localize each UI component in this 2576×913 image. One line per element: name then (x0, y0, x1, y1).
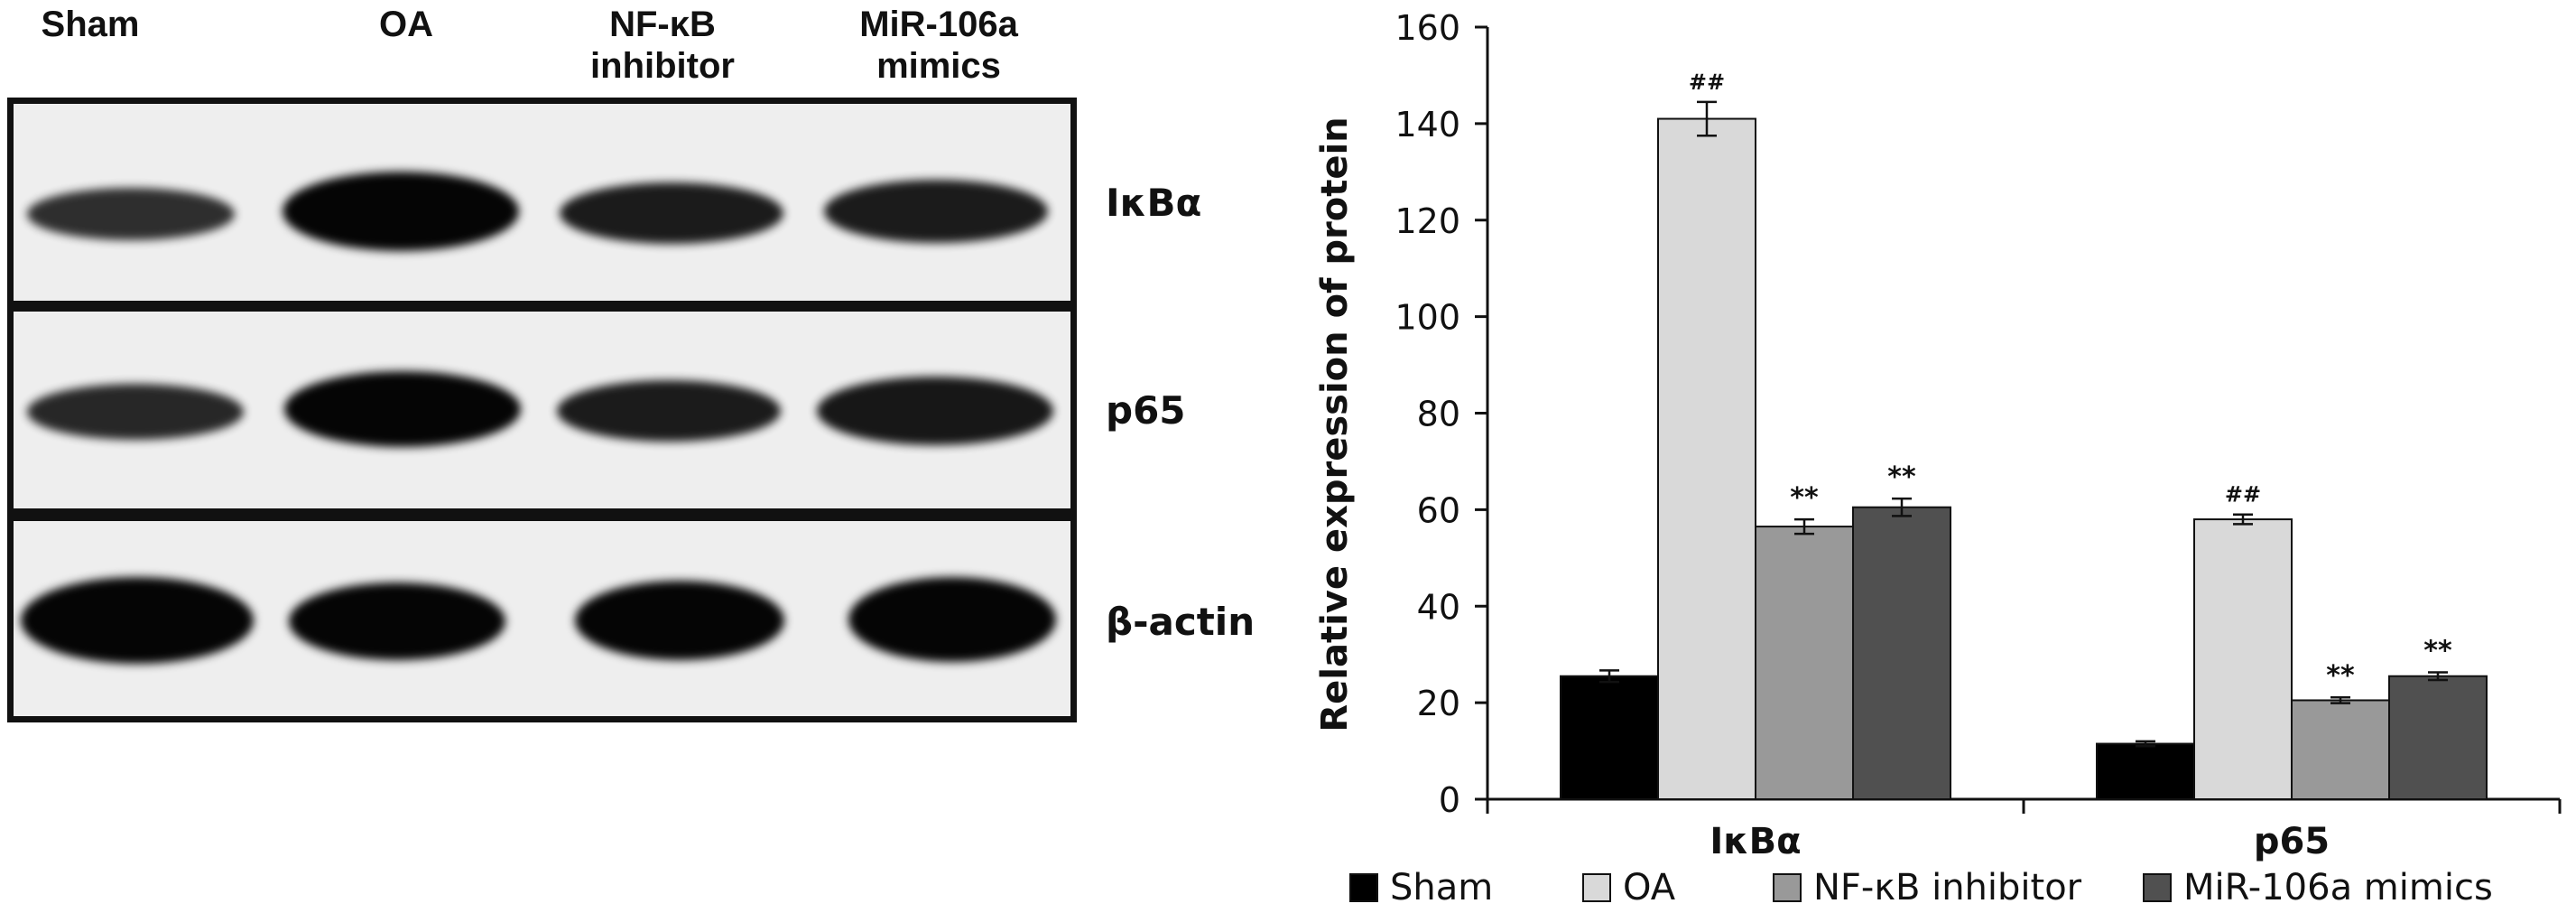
blot-row-p65 (7, 305, 1077, 515)
y-tick-label: 40 (1417, 587, 1460, 627)
blot-band (824, 180, 1048, 243)
y-tick-label: 60 (1417, 490, 1460, 530)
blot-band (21, 577, 254, 664)
blot-band (284, 371, 521, 447)
blot-band (283, 172, 519, 251)
significance-label: ** (1887, 461, 1916, 493)
significance-label: ** (2423, 635, 2452, 666)
bar-chart-panel: 0 20 40 60 80 100 120 140 160 IκBα p65 ## ** ** ## ** *… (1282, 0, 2576, 908)
x-tick-label: p65 (2254, 821, 2330, 862)
y-tick-label: 0 (1439, 780, 1460, 820)
row-label-beta-actin: β-actin (1106, 600, 1256, 644)
y-tick-label: 80 (1417, 395, 1460, 434)
blot-row-beta-actin (7, 515, 1077, 722)
chart-axes: 0 20 40 60 80 100 120 140 160 IκBα p65 (1395, 8, 2562, 862)
x-tick-label: IκBα (1710, 821, 1801, 862)
y-tick-label: 140 (1395, 105, 1460, 144)
blot-band (575, 581, 784, 660)
legend-swatch (2143, 873, 2172, 902)
blot-band (848, 577, 1056, 662)
bar-chart: 0 20 40 60 80 100 120 140 160 IκBα p65 ## ** ** ## ** *… (1314, 8, 2562, 908)
blot-band (560, 182, 783, 244)
bar (1852, 506, 1951, 800)
lane-label-mir106a-mimics: MiR-106a mimics (859, 5, 1018, 86)
blot-band (817, 377, 1053, 445)
y-tick-label: 20 (1417, 684, 1460, 723)
chart-legend: Sham OA NF-κB inhibitor MiR-106a mimics (1349, 867, 2493, 908)
chart-bars: ## ** ** ## ** ** (1560, 70, 2488, 800)
row-label-ikba: IκBα (1106, 181, 1202, 225)
western-blot-panel: Sham OA NF-κB inhibitor MiR-106a mimics … (0, 0, 1282, 908)
significance-label: ## (2225, 482, 2261, 508)
legend-swatch (1773, 873, 1802, 902)
lane-label-oa: OA (379, 5, 433, 44)
bar (1657, 117, 1756, 800)
legend-label: MiR-106a mimics (2183, 867, 2493, 908)
y-tick-label: 100 (1395, 298, 1460, 338)
legend-swatch (1582, 873, 1611, 902)
bar (2193, 518, 2293, 800)
legend-label: NF-κB inhibitor (1813, 867, 2082, 908)
y-tick-label: 160 (1395, 8, 1460, 48)
blot-band (557, 380, 781, 442)
bar (2291, 699, 2390, 800)
legend-swatch (1349, 873, 1378, 902)
significance-label: ** (2326, 660, 2355, 692)
bar (2096, 742, 2195, 800)
lane-label-nfkb-inhibitor: NF-κB inhibitor (590, 5, 735, 86)
blot-band (27, 384, 244, 440)
bar (1755, 526, 1854, 800)
blot-band (289, 582, 505, 660)
blot-row-ikba (7, 98, 1077, 307)
significance-label: ## (1689, 70, 1725, 95)
bar (2388, 675, 2488, 800)
legend-label: Sham (1390, 867, 1493, 908)
y-axis-label: Relative expression of protein (1314, 116, 1356, 731)
y-tick-label: 120 (1395, 201, 1460, 241)
blot-band (27, 188, 235, 240)
bar (1560, 675, 1659, 800)
row-label-p65: p65 (1106, 388, 1186, 433)
lane-label-sham: Sham (41, 5, 140, 44)
legend-label: OA (1623, 867, 1676, 908)
significance-label: ** (1790, 482, 1819, 514)
